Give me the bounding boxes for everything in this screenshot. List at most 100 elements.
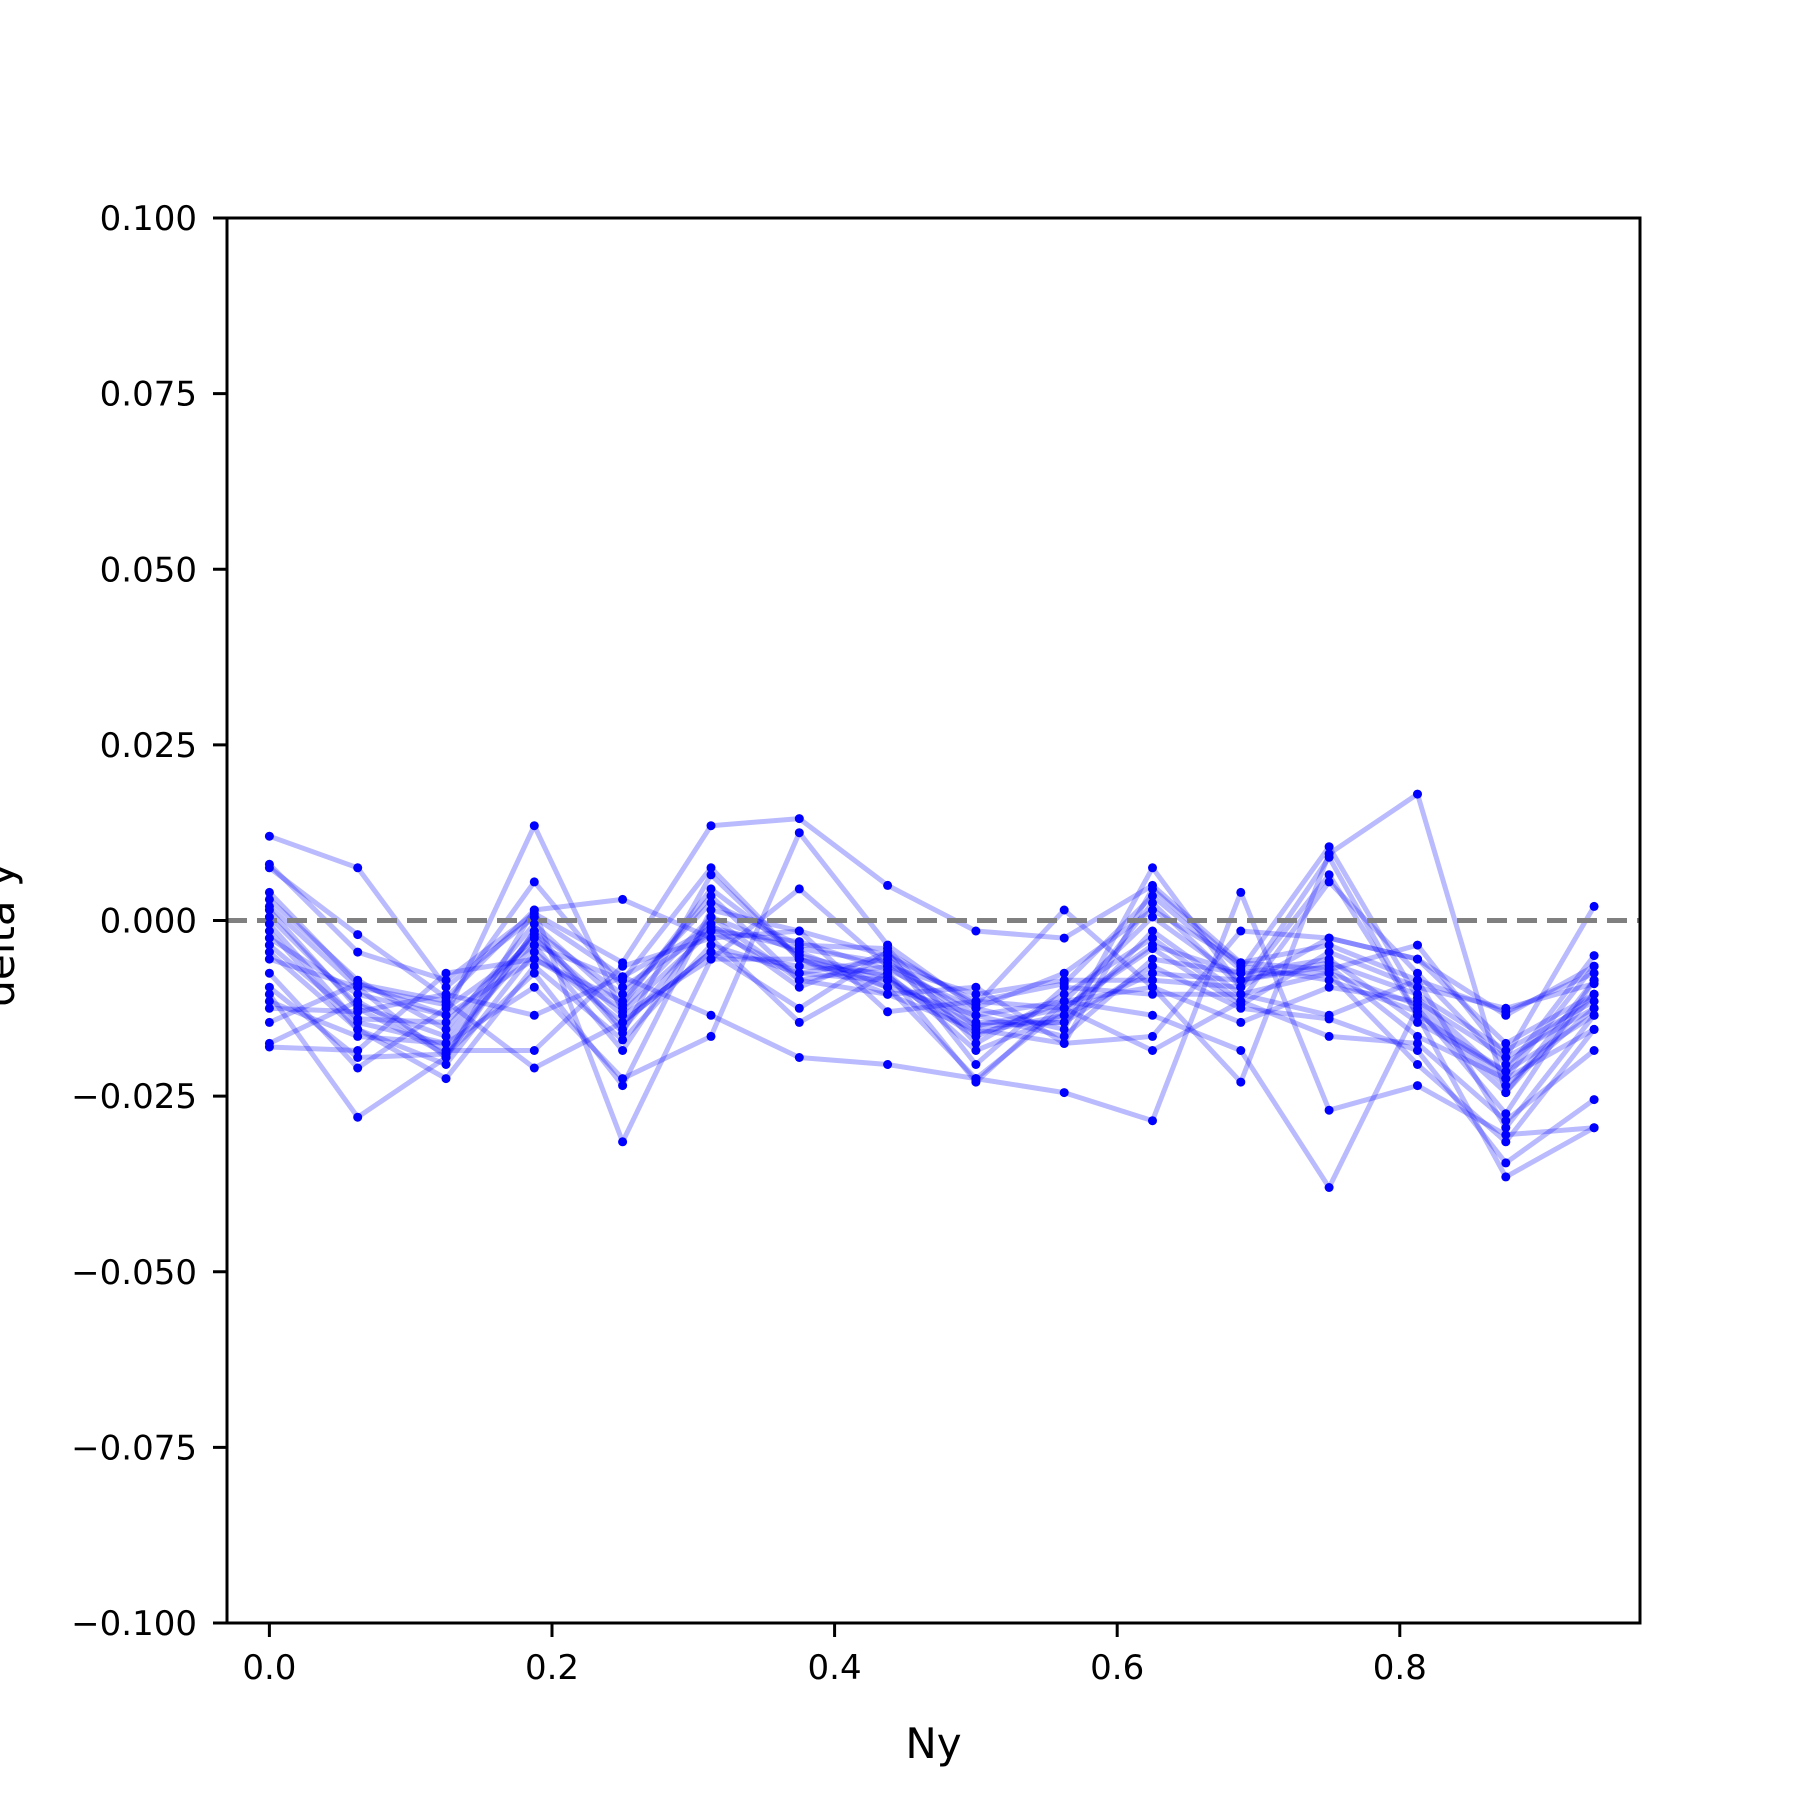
data-point <box>1413 982 1422 992</box>
data-point <box>618 1137 628 1147</box>
y-tick-label: −0.050 <box>71 1253 197 1293</box>
data-point <box>1059 1031 1069 1041</box>
data-point <box>529 933 539 943</box>
data-point <box>441 996 451 1006</box>
data-point <box>1324 1014 1334 1024</box>
data-point <box>883 1060 893 1069</box>
data-point <box>1324 1031 1334 1041</box>
data-point <box>441 1074 451 1084</box>
data-point <box>264 1017 274 1027</box>
data-point <box>1148 940 1157 950</box>
data-point <box>1059 968 1069 978</box>
data-point <box>264 1003 274 1013</box>
y-tick-label: 0.050 <box>100 550 197 590</box>
data-point <box>1589 1095 1599 1105</box>
series-line-21 <box>268 935 1597 1190</box>
data-point <box>529 1046 539 1055</box>
data-point <box>1501 1158 1511 1168</box>
data-point <box>1236 975 1246 985</box>
data-point <box>1324 947 1334 957</box>
data-point <box>1589 1123 1599 1133</box>
data-point <box>1413 1017 1422 1027</box>
series-line-1 <box>268 833 1596 1053</box>
data-point <box>1501 1137 1511 1147</box>
data-point <box>1501 1081 1511 1091</box>
data-point <box>706 884 716 894</box>
data-point <box>794 947 804 957</box>
data-point <box>706 821 716 831</box>
data-point <box>1059 975 1069 985</box>
marker-layer <box>264 789 1599 1192</box>
data-point <box>1501 1046 1511 1055</box>
data-point <box>1148 884 1157 894</box>
data-point <box>1413 789 1422 799</box>
series-line-2 <box>267 816 1597 1060</box>
data-point <box>529 961 539 971</box>
data-point <box>1148 863 1157 873</box>
data-point <box>441 1017 451 1027</box>
data-point <box>1413 975 1422 985</box>
data-point <box>971 1031 981 1041</box>
data-point <box>1148 989 1157 999</box>
data-point <box>264 919 274 929</box>
data-point <box>1236 968 1246 978</box>
data-point <box>1148 933 1157 943</box>
data-point <box>706 954 716 964</box>
series-line-7 <box>267 879 1596 1067</box>
data-point <box>529 919 539 929</box>
data-point <box>883 968 893 978</box>
y-tick-label: 0.075 <box>100 375 197 415</box>
data-point <box>1324 1105 1334 1115</box>
data-point <box>706 863 716 873</box>
series-line-12 <box>267 886 1597 1096</box>
data-point <box>1236 926 1246 936</box>
data-point <box>1148 982 1157 992</box>
data-point <box>1589 1010 1599 1020</box>
data-point <box>441 989 451 999</box>
data-point <box>1236 1046 1246 1055</box>
data-point <box>883 947 893 957</box>
data-point <box>1589 975 1599 985</box>
data-point <box>794 940 804 950</box>
data-point <box>1236 887 1246 897</box>
data-point <box>618 1003 628 1013</box>
series-line-15 <box>267 865 1596 1124</box>
data-point <box>618 1024 628 1034</box>
data-point <box>1501 1067 1511 1076</box>
data-point <box>1148 898 1157 908</box>
y-tick-label: 0.025 <box>100 726 197 766</box>
data-point <box>441 1038 451 1048</box>
data-point <box>618 1046 628 1055</box>
data-point <box>1059 996 1069 1006</box>
data-point <box>1059 982 1069 992</box>
data-point <box>529 905 539 915</box>
data-point <box>529 1063 539 1073</box>
y-tick-label: 0.100 <box>100 199 197 239</box>
data-point <box>1413 1031 1422 1041</box>
data-point <box>1148 912 1157 922</box>
data-point <box>1324 982 1334 992</box>
data-point <box>618 989 628 999</box>
data-point <box>1324 870 1334 880</box>
data-point <box>353 1053 363 1062</box>
y-tick-label: −0.100 <box>71 1604 197 1644</box>
data-point <box>1501 1074 1511 1084</box>
data-point <box>441 1046 451 1055</box>
data-point <box>529 968 539 978</box>
data-point <box>1236 1017 1246 1027</box>
data-point <box>1501 1053 1511 1062</box>
data-point <box>971 1010 981 1020</box>
data-point <box>794 1003 804 1013</box>
data-point <box>1148 968 1157 978</box>
data-point <box>1148 926 1157 936</box>
data-point <box>441 1053 451 1062</box>
data-point <box>883 989 893 999</box>
data-point <box>883 1007 893 1017</box>
data-point <box>618 996 628 1006</box>
data-point <box>1413 1081 1422 1091</box>
data-point <box>1589 901 1599 911</box>
series-line-20 <box>268 791 1596 1096</box>
data-point <box>883 940 893 950</box>
y-axis: 0.100 0.075 0.050 0.025 0.000 −0.025 −0.050 −0.… <box>71 199 227 1644</box>
data-point <box>441 982 451 992</box>
